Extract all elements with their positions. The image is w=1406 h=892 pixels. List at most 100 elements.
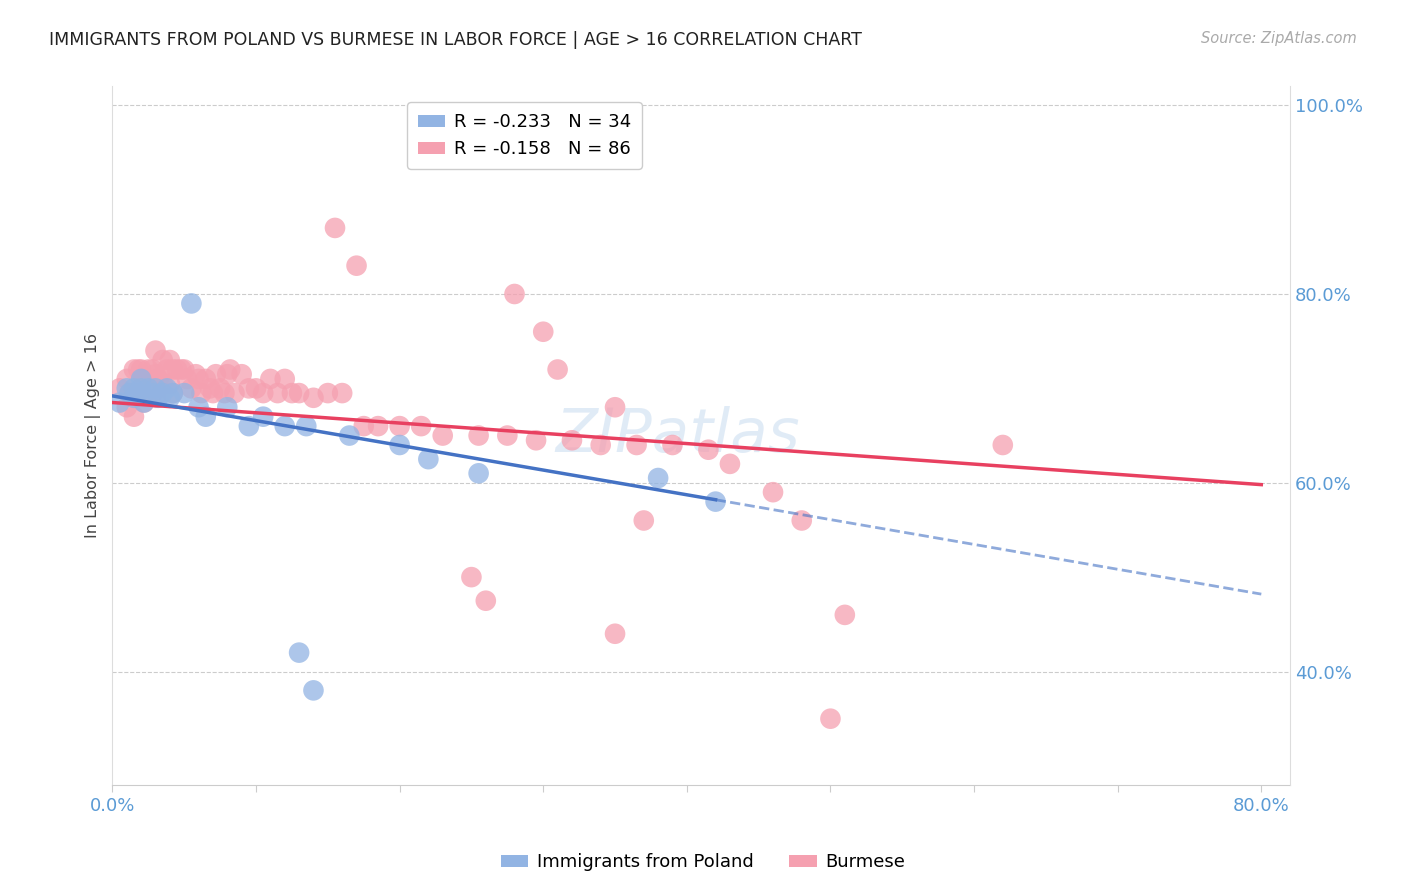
Point (367, 419, 389, 434)
Point (156, 362, 179, 376)
Y-axis label: In Labor Force | Age > 16: In Labor Force | Age > 16 (86, 333, 101, 538)
Point (353, 419, 375, 434)
Point (148, 372, 170, 386)
Point (127, 386, 149, 401)
Point (166, 362, 188, 376)
Point (388, 419, 411, 434)
Point (418, 452, 440, 467)
Point (152, 386, 174, 401)
Point (252, 409, 274, 424)
Point (496, 428, 519, 442)
Point (173, 362, 195, 376)
Point (295, 419, 318, 434)
Point (118, 386, 141, 401)
Point (122, 381, 145, 395)
Point (209, 381, 232, 395)
Point (245, 381, 267, 395)
Point (346, 259, 368, 273)
Point (152, 353, 174, 368)
Point (136, 386, 159, 401)
Point (162, 386, 184, 401)
Point (129, 362, 152, 376)
Point (108, 381, 131, 395)
Point (156, 381, 179, 395)
Point (238, 419, 260, 434)
Point (704, 494, 727, 508)
Point (388, 438, 411, 452)
Point (330, 386, 353, 401)
Point (115, 381, 138, 395)
Point (132, 372, 155, 386)
Point (132, 395, 155, 409)
Point (288, 646, 311, 660)
Point (274, 419, 297, 434)
Point (266, 386, 288, 401)
Point (820, 712, 842, 726)
Point (217, 401, 239, 415)
Point (231, 368, 253, 382)
Point (129, 381, 152, 395)
Point (148, 391, 170, 405)
Point (176, 372, 198, 386)
Point (187, 401, 209, 415)
Point (159, 376, 181, 391)
Point (274, 372, 297, 386)
Point (697, 442, 720, 457)
Point (162, 386, 184, 401)
Point (316, 386, 339, 401)
Point (219, 362, 242, 376)
Point (194, 372, 217, 386)
Point (122, 386, 145, 401)
Point (142, 386, 165, 401)
Point (661, 438, 683, 452)
Point (122, 409, 145, 424)
Point (204, 368, 226, 382)
Point (252, 386, 274, 401)
Text: ZIPatlas: ZIPatlas (555, 406, 800, 465)
Point (790, 514, 813, 528)
Point (136, 381, 159, 395)
Point (132, 395, 155, 409)
Point (127, 362, 149, 376)
Point (432, 428, 454, 442)
Point (238, 381, 260, 395)
Point (603, 401, 626, 415)
Point (115, 372, 138, 386)
Point (122, 391, 145, 405)
Point (991, 438, 1014, 452)
Point (145, 381, 167, 395)
Legend: Immigrants from Poland, Burmese: Immigrants from Poland, Burmese (494, 847, 912, 879)
Point (162, 362, 184, 376)
Text: IMMIGRANTS FROM POLAND VS BURMESE IN LABOR FORCE | AGE > 16 CORRELATION CHART: IMMIGRANTS FROM POLAND VS BURMESE IN LAB… (49, 31, 862, 49)
Point (626, 438, 648, 452)
Point (184, 368, 207, 382)
Point (323, 221, 346, 235)
Point (129, 372, 152, 386)
Point (531, 325, 554, 339)
Point (547, 362, 569, 376)
Point (259, 372, 281, 386)
Point (108, 395, 131, 409)
Point (524, 434, 547, 448)
Text: Source: ZipAtlas.com: Source: ZipAtlas.com (1201, 31, 1357, 46)
Point (503, 287, 526, 301)
Point (136, 362, 159, 376)
Point (170, 362, 193, 376)
Point (475, 593, 498, 607)
Point (214, 386, 236, 401)
Point (288, 386, 311, 401)
Point (302, 683, 325, 698)
Point (281, 386, 304, 401)
Point (467, 428, 489, 442)
Point (633, 514, 655, 528)
Point (145, 343, 167, 358)
Point (127, 386, 149, 401)
Point (302, 391, 325, 405)
Point (561, 434, 583, 448)
Point (589, 438, 612, 452)
Point (603, 626, 626, 640)
Point (201, 386, 224, 401)
Point (198, 381, 221, 395)
Point (122, 362, 145, 376)
Point (194, 409, 217, 424)
